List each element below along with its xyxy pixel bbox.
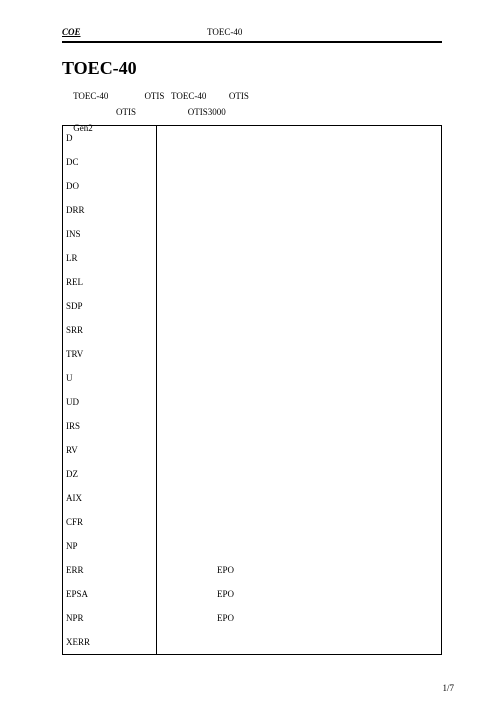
header-center: TOEC-40	[207, 27, 242, 37]
header-left: COE	[62, 27, 81, 37]
table-row: SDP	[63, 294, 442, 318]
page-header: COE TOEC-40	[62, 27, 442, 43]
intro-d: OTIS	[229, 91, 249, 101]
page-number: 1/7	[442, 683, 454, 693]
table-row: RV	[63, 438, 442, 462]
cell-desc	[157, 198, 442, 222]
cell-signal: D	[63, 126, 157, 151]
intro-f: OTIS3000	[188, 107, 226, 117]
cell-desc	[157, 438, 442, 462]
table-row: IRS	[63, 414, 442, 438]
cell-signal: DO	[63, 174, 157, 198]
cell-signal: TRV	[63, 342, 157, 366]
cell-desc: EPO	[157, 558, 442, 582]
cell-signal: REL	[63, 270, 157, 294]
cell-desc	[157, 174, 442, 198]
cell-desc	[157, 126, 442, 151]
cell-signal: DRR	[63, 198, 157, 222]
cell-signal: LR	[63, 246, 157, 270]
table-row: TRV	[63, 342, 442, 366]
cell-desc	[157, 534, 442, 558]
cell-desc	[157, 414, 442, 438]
table-row: D	[63, 126, 442, 151]
table-row: EPSA EPO	[63, 582, 442, 606]
cell-desc	[157, 150, 442, 174]
table-row: DO	[63, 174, 442, 198]
cell-desc	[157, 390, 442, 414]
cell-signal: DZ	[63, 462, 157, 486]
cell-signal: U	[63, 366, 157, 390]
cell-signal: UD	[63, 390, 157, 414]
cell-signal: NPR	[63, 606, 157, 630]
cell-signal: IRS	[63, 414, 157, 438]
cell-desc	[157, 510, 442, 534]
table-row: ERREPO	[63, 558, 442, 582]
cell-signal: INS	[63, 222, 157, 246]
table-row: LR	[63, 246, 442, 270]
page-title: TOEC-40	[62, 58, 137, 79]
table-row: CFR	[63, 510, 442, 534]
cell-desc	[157, 630, 442, 655]
table-row: INS	[63, 222, 442, 246]
cell-desc	[157, 366, 442, 390]
cell-signal: DC	[63, 150, 157, 174]
table-row: REL	[63, 270, 442, 294]
cell-desc	[157, 222, 442, 246]
table-row: SRR	[63, 318, 442, 342]
table-row: DZ	[63, 462, 442, 486]
table-row: NPREPO	[63, 606, 442, 630]
intro-b: OTIS	[144, 91, 164, 101]
cell-signal: SRR	[63, 318, 157, 342]
cell-desc	[157, 486, 442, 510]
cell-signal: ERR	[63, 558, 157, 582]
cell-desc	[157, 462, 442, 486]
cell-desc: EPO	[157, 606, 442, 630]
signal-table: DDCDODRRINSLRRELSDPSRRTRVUUDIRSRVDZAIXCF…	[62, 125, 442, 655]
table-row: UD	[63, 390, 442, 414]
table-row: AIX	[63, 486, 442, 510]
table-row: NP	[63, 534, 442, 558]
cell-desc	[157, 246, 442, 270]
cell-signal: NP	[63, 534, 157, 558]
cell-signal: XERR	[63, 630, 157, 655]
cell-desc	[157, 270, 442, 294]
cell-desc: EPO	[157, 582, 442, 606]
cell-signal: SDP	[63, 294, 157, 318]
table-row: XERR	[63, 630, 442, 655]
table-row: U	[63, 366, 442, 390]
intro-a: TOEC-40	[73, 91, 108, 101]
cell-desc	[157, 294, 442, 318]
cell-signal: RV	[63, 438, 157, 462]
cell-desc	[157, 342, 442, 366]
intro-c: TOEC-40	[171, 91, 206, 101]
table-row: DRR	[63, 198, 442, 222]
cell-desc	[157, 318, 442, 342]
cell-signal: AIX	[63, 486, 157, 510]
cell-signal: CFR	[63, 510, 157, 534]
table-body: DDCDODRRINSLRRELSDPSRRTRVUUDIRSRVDZAIXCF…	[63, 126, 442, 655]
table-row: DC	[63, 150, 442, 174]
cell-signal: EPSA	[63, 582, 157, 606]
intro-e: OTIS	[116, 107, 136, 117]
